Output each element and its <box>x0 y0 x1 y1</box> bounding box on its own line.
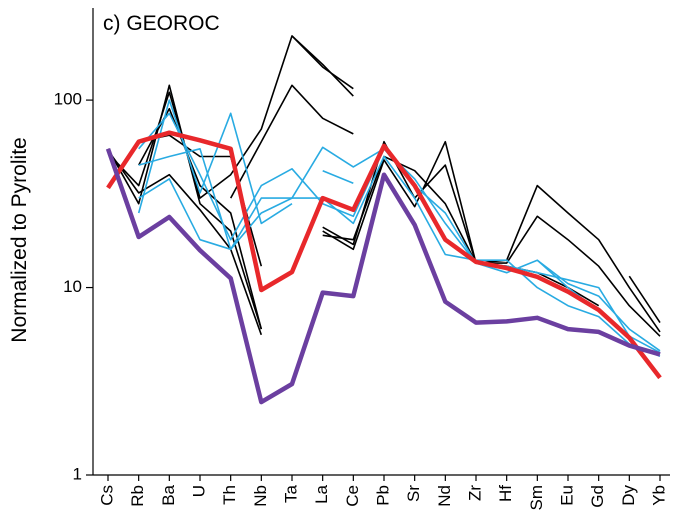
x-tick-label: Sm <box>527 485 546 511</box>
y-tick-label: 10 <box>63 277 82 296</box>
x-tick-label: Zr <box>465 485 484 501</box>
x-tick-label: Rb <box>128 485 147 507</box>
series-line <box>138 155 661 358</box>
series-line <box>107 35 354 199</box>
x-tick-label: Yb <box>649 485 668 506</box>
series-line <box>107 84 263 330</box>
x-tick-label: Sr <box>404 485 423 502</box>
x-tick-label: Hf <box>496 485 515 502</box>
x-tick-label: Dy <box>619 485 638 506</box>
x-tick-label: La <box>312 484 331 503</box>
x-tick-label: Pb <box>373 485 392 506</box>
x-tick-label: U <box>189 485 208 497</box>
series-line <box>105 148 661 405</box>
x-tick-label: Nd <box>435 485 454 507</box>
x-tick-label: Gd <box>588 485 607 508</box>
series-line <box>137 107 263 330</box>
x-tick-label: Nb <box>251 485 270 507</box>
x-tick-label: Eu <box>557 485 576 506</box>
series-line <box>107 149 263 336</box>
y-tick-label: 100 <box>54 90 82 109</box>
x-tick-label: Th <box>220 485 239 505</box>
series-line <box>291 35 354 97</box>
x-tick-label: Ta <box>281 484 300 503</box>
y-tick-label: 1 <box>73 464 82 483</box>
series-line <box>229 84 354 199</box>
series-line <box>628 275 661 324</box>
x-tick-label: Ba <box>159 484 178 505</box>
annotation: c) GEOROC <box>103 12 220 35</box>
series-line <box>137 99 293 225</box>
x-tick-label: Cs <box>97 485 116 506</box>
series-line <box>322 155 600 307</box>
y-axis-label: Normalized to Pyrolite <box>8 137 31 342</box>
series-line <box>106 130 662 380</box>
series-line <box>322 140 661 333</box>
x-tick-label: Ce <box>343 485 362 507</box>
